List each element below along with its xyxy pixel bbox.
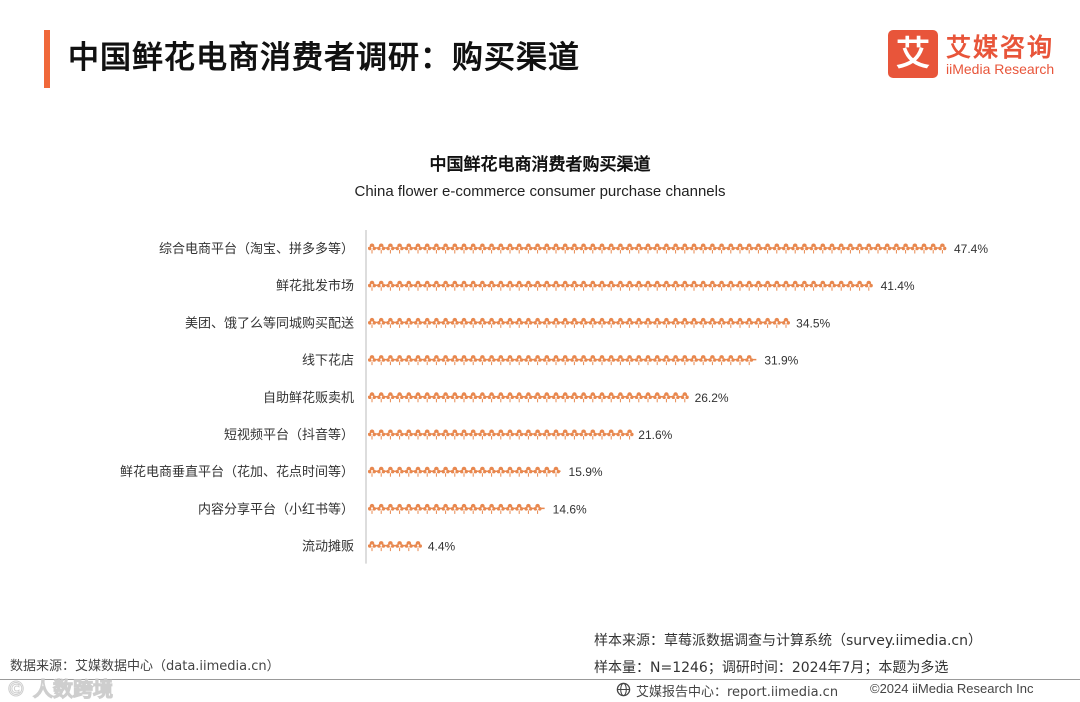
category-label: 线下花店 (302, 353, 354, 369)
report-center: 艾媒报告中心：report.iimedia.cn (636, 685, 839, 700)
logo-mark: 艾 (888, 30, 938, 78)
sample-info: 样本量：N=1246；调研时间：2024年7月；本题为多选 (594, 660, 949, 676)
logo-name-en: iiMedia Research (946, 61, 1055, 77)
globe-icon (616, 682, 631, 697)
category-label: 自助鲜花贩卖机 (263, 390, 354, 406)
value-label: 31.9% (764, 354, 798, 368)
category-label: 短视频平台（抖音等） (224, 427, 354, 443)
bar (368, 466, 561, 477)
value-label: 4.4% (428, 540, 456, 554)
iimedia-logo: 艾 艾媒咨询 iiMedia Research (888, 28, 1068, 82)
value-label: 26.2% (695, 391, 729, 405)
value-label: 47.4% (954, 242, 988, 256)
category-label: 综合电商平台（淘宝、拼多多等） (159, 241, 354, 257)
watermark: © 人数跨境 (6, 677, 114, 702)
category-label: 美团、饿了么等同城购买配送 (185, 315, 354, 331)
page-title: 中国鲜花电商消费者调研：购买渠道 (68, 40, 580, 76)
title-accent-bar (44, 30, 50, 88)
bar (368, 317, 790, 328)
logo-name-cn: 艾媒咨询 (946, 33, 1055, 62)
value-label: 21.6% (638, 428, 672, 442)
bar (368, 355, 757, 366)
bar (368, 280, 873, 291)
bar (368, 392, 689, 403)
category-label: 鲜花电商垂直平台（花加、花点时间等） (120, 464, 354, 480)
bar (368, 243, 947, 254)
footer-divider (0, 679, 1080, 680)
copyright: ©2024 iiMedia Research Inc (870, 681, 1034, 696)
value-label: 34.5% (796, 316, 830, 330)
value-label: 15.9% (569, 465, 603, 479)
value-label: 41.4% (881, 279, 915, 293)
category-label: 流动摊贩 (302, 540, 354, 555)
chart-title: 中国鲜花电商消费者购买渠道 (429, 155, 651, 175)
value-label: 14.6% (553, 502, 587, 516)
bar (368, 541, 423, 552)
category-label: 鲜花批发市场 (276, 278, 354, 294)
category-label: 内容分享平台（小红书等） (198, 501, 354, 517)
bar (368, 429, 634, 440)
data-source: 数据来源：艾媒数据中心（data.iimedia.cn） (10, 659, 280, 674)
sample-source: 样本来源：草莓派数据调查与计算系统（survey.iimedia.cn） (594, 633, 982, 649)
chart-subtitle: China flower e-commerce consumer purchas… (354, 183, 726, 200)
bar (368, 503, 545, 514)
